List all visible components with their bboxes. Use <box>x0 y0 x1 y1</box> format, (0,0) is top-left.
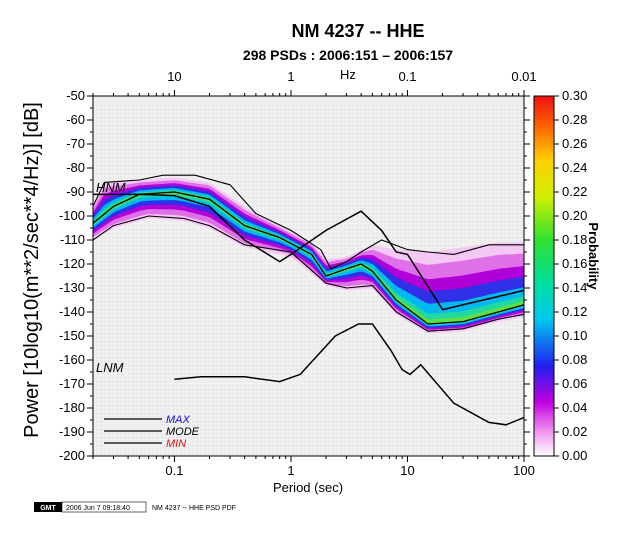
y-tick-label: -50 <box>66 88 85 103</box>
chart-lines <box>93 174 524 426</box>
pdf-density <box>93 177 524 334</box>
colorbar-tick-label: 0.02 <box>562 424 587 439</box>
colorbar-label: Probability <box>586 222 601 290</box>
y-axis-label: Power [10log10(m**2/sec**4/Hz)] [dB] <box>21 102 43 438</box>
noise-model-nhnm <box>93 193 524 311</box>
stat-line-min <box>93 215 524 332</box>
colorbar <box>533 95 555 457</box>
chart-subtitle: 298 PSDs : 2006:151 – 2006:157 <box>243 47 453 63</box>
y-tick-label: -70 <box>66 136 85 151</box>
y-tick-label: -90 <box>66 184 85 199</box>
y-tick-label: -110 <box>60 232 85 247</box>
y-tick-label: -160 <box>59 352 85 367</box>
colorbar-tick-label: 0.04 <box>562 400 587 415</box>
footer: GMT 2006 Jun 7 09:18:40 NM 4237 -- HHE P… <box>34 501 236 513</box>
y-tick-label: -170 <box>59 376 85 391</box>
hnm-label: HNM <box>96 180 126 195</box>
y-tick-label: -200 <box>59 448 85 463</box>
noise-model-nlnm <box>174 323 524 426</box>
x-tick-label: 0.1 <box>165 463 183 478</box>
stat-line-mode <box>93 191 524 325</box>
x-axis-label: Period (sec) <box>273 480 343 495</box>
top-tick-label: 1 <box>287 69 294 84</box>
timestamp-box <box>61 501 147 513</box>
y-tick-label: -100 <box>59 208 85 223</box>
top-tick-label: 10 <box>167 69 181 84</box>
footer-caption: NM 4237 -- HHE PSD PDF <box>152 505 236 512</box>
colorbar-tick-label: 0.26 <box>562 136 587 151</box>
y-tick-label: -80 <box>66 160 85 175</box>
top-tick-label: 0.01 <box>511 69 536 84</box>
colorbar-tick-label: 0.22 <box>562 184 587 199</box>
lnm-label: LNM <box>96 360 124 375</box>
colorbar-tick-label: 0.06 <box>562 376 587 391</box>
colorbar-tick-label: 0.16 <box>562 256 587 271</box>
colorbar-tick-label: 0.00 <box>562 448 587 463</box>
gmt-logo <box>34 502 62 512</box>
colorbar-tick-label: 0.24 <box>562 160 587 175</box>
colorbar-tick-label: 0.12 <box>562 304 587 319</box>
density-layer-4 <box>93 188 524 327</box>
x-axis: 0.1 1 10 100 <box>92 90 535 478</box>
top-axis-label: Hz <box>340 67 356 82</box>
x-tick-label: 100 <box>513 463 535 478</box>
y-tick-label: -130 <box>59 280 85 295</box>
y-axis: -50 -60 -70 -80 -90 -100 -110 -120 -130 -140 -150 -… <box>59 88 530 463</box>
colorbar-tick-label: 0.18 <box>562 232 587 247</box>
top-tick-label: 0.1 <box>398 69 416 84</box>
colorbar-tick-label: 0.20 <box>562 208 587 223</box>
y-tick-label: -190 <box>59 424 85 439</box>
top-axis: 10 1 0.1 0.01 <box>167 69 536 84</box>
colorbar-tick-label: 0.10 <box>562 328 587 343</box>
y-tick-label: -120 <box>59 256 85 271</box>
stat-line-max <box>93 174 524 270</box>
x-tick-label: 1 <box>287 463 294 478</box>
x-tick-label: 10 <box>400 463 414 478</box>
timestamp: 2006 Jun 7 09:18:40 <box>66 505 130 512</box>
colorbar-tick-label: 0.28 <box>562 112 587 127</box>
legend-min: MIN <box>166 438 186 450</box>
y-tick-label: -180 <box>59 400 85 415</box>
gmt-logo-text: GMT <box>40 505 56 512</box>
legend: MAX MODE MIN <box>104 414 200 450</box>
y-tick-label: -60 <box>66 112 85 127</box>
colorbar-tick-label: 0.08 <box>562 352 587 367</box>
legend-mode: MODE <box>166 426 200 438</box>
colorbar-tick-label: 0.14 <box>562 280 587 295</box>
legend-max: MAX <box>166 414 191 426</box>
y-tick-label: -140 <box>59 304 85 319</box>
density-layer-5 <box>93 190 524 326</box>
y-tick-label: -150 <box>59 328 85 343</box>
chart-title: NM 4237 -- HHE <box>291 21 424 41</box>
colorbar-tick-label: 0.30 <box>562 88 587 103</box>
colorbar-ticks: 0.30 0.28 0.26 0.24 0.22 0.20 0.18 0.16 0.14 0.12… <box>554 88 587 463</box>
